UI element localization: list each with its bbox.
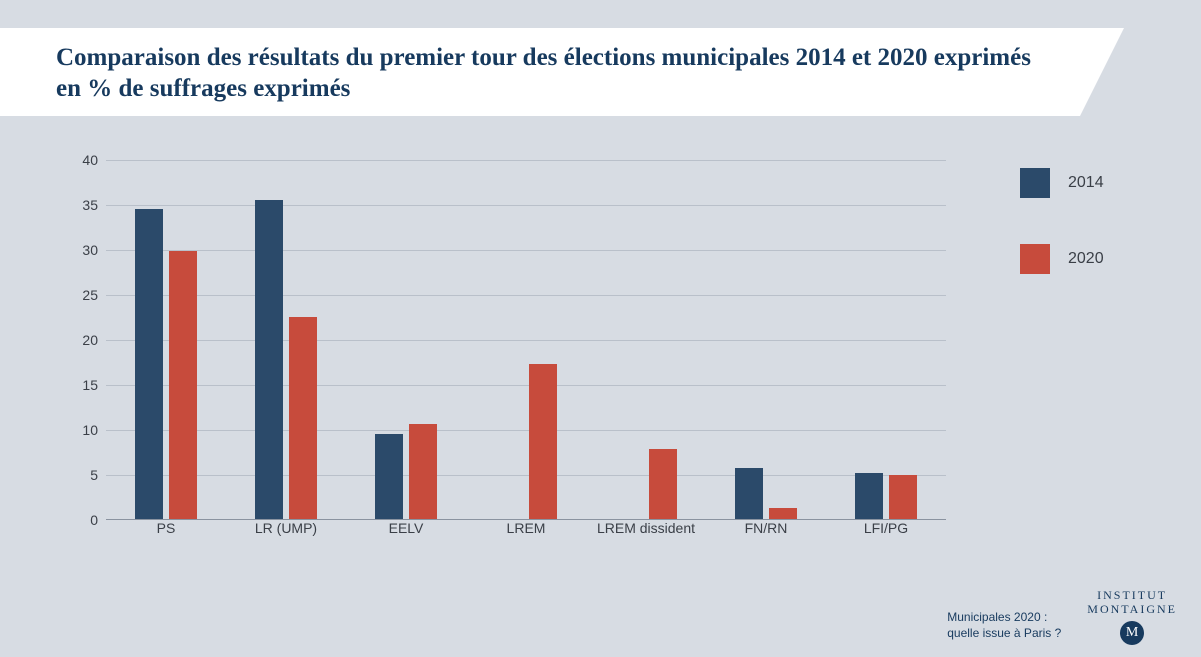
grid-line	[106, 160, 946, 161]
bar	[135, 209, 163, 519]
legend-item-2020: 2020	[1020, 244, 1180, 274]
bar	[649, 449, 677, 519]
bar	[289, 317, 317, 520]
footnote: Municipales 2020 : quelle issue à Paris …	[947, 609, 1061, 645]
x-tick-label: LR (UMP)	[226, 520, 346, 536]
footnote-line1: Municipales 2020 :	[947, 610, 1047, 624]
grid-line	[106, 430, 946, 431]
brand-line2: MONTAIGNE	[1087, 602, 1177, 616]
title-band: Comparaison des résultats du premier tou…	[0, 28, 1080, 116]
legend-label-2020: 2020	[1068, 250, 1104, 268]
bar	[855, 473, 883, 519]
figure-canvas: Comparaison des résultats du premier tou…	[0, 0, 1201, 657]
brand-mark-icon: M	[1120, 621, 1144, 645]
bar	[169, 251, 197, 519]
y-tick-label: 10	[66, 422, 98, 438]
legend-label-2014: 2014	[1068, 174, 1104, 192]
grid-line	[106, 385, 946, 386]
legend-swatch-2014	[1020, 168, 1050, 198]
y-tick-label: 20	[66, 332, 98, 348]
grid-line	[106, 295, 946, 296]
grid-line	[106, 205, 946, 206]
y-tick-label: 40	[66, 152, 98, 168]
bar	[889, 475, 917, 519]
y-tick-label: 15	[66, 377, 98, 393]
footnote-line2: quelle issue à Paris ?	[947, 626, 1061, 640]
legend-swatch-2020	[1020, 244, 1050, 274]
x-tick-label: EELV	[346, 520, 466, 536]
plot-area: 0510152025303540	[106, 160, 946, 520]
x-tick-label: LREM dissident	[586, 520, 706, 536]
brand-text: INSTITUT MONTAIGNE	[1087, 589, 1177, 617]
y-tick-label: 35	[66, 197, 98, 213]
bar	[375, 434, 403, 520]
x-tick-label: FN/RN	[706, 520, 826, 536]
brand: INSTITUT MONTAIGNE M	[1087, 589, 1177, 645]
grid-line	[106, 475, 946, 476]
brand-line1: INSTITUT	[1097, 588, 1167, 602]
legend-item-2014: 2014	[1020, 168, 1180, 198]
y-tick-label: 5	[66, 467, 98, 483]
y-tick-label: 30	[66, 242, 98, 258]
x-tick-label: LREM	[466, 520, 586, 536]
grid-line	[106, 250, 946, 251]
x-tick-label: PS	[106, 520, 226, 536]
chart-container: 0510152025303540 PSLR (UMP)EELVLREMLREM …	[56, 150, 956, 580]
grid-line	[106, 340, 946, 341]
bar	[409, 424, 437, 519]
chart-title: Comparaison des résultats du premier tou…	[56, 42, 1040, 105]
bar	[529, 364, 557, 519]
y-tick-label: 0	[66, 512, 98, 528]
footer: Municipales 2020 : quelle issue à Paris …	[947, 589, 1177, 645]
bar	[769, 508, 797, 519]
x-tick-label: LFI/PG	[826, 520, 946, 536]
bar	[735, 468, 763, 519]
bar	[255, 200, 283, 519]
y-tick-label: 25	[66, 287, 98, 303]
legend: 2014 2020	[1020, 168, 1180, 320]
